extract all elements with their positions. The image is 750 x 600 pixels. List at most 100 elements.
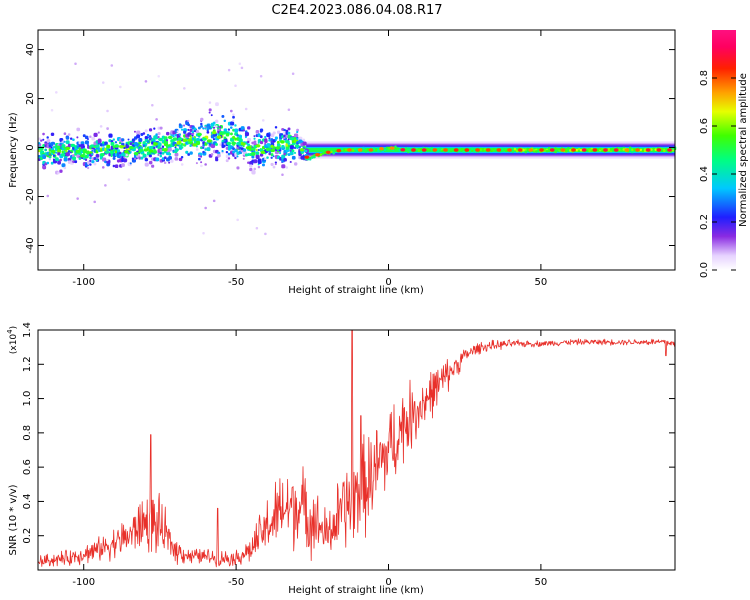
spectrogram-peak	[163, 148, 168, 152]
spectrogram-cell	[240, 66, 244, 70]
spectrogram-peak	[65, 146, 71, 151]
spectrogram-cell	[195, 140, 201, 146]
spectrogram-cell	[146, 140, 150, 144]
spectrogram-cell	[419, 150, 423, 154]
spectrogram-cell	[564, 148, 568, 151]
spectrogram-cell	[415, 148, 419, 152]
spectrogram-cell	[274, 163, 277, 166]
spectrogram-cell	[276, 140, 280, 144]
spectrogram-cell	[198, 154, 201, 157]
spectrogram-cell	[270, 141, 273, 144]
spectrogram-cell	[63, 157, 68, 162]
spectrogram-cell	[511, 150, 515, 153]
spectrogram-cell	[180, 143, 184, 146]
spectrogram-cell	[106, 127, 109, 130]
spectrogram-panel: -100 -50 0 50 -40 -20 0 20 40 Height of straigh…	[8, 29, 677, 296]
spectrogram-cell	[249, 167, 253, 172]
spectrogram-cell	[110, 141, 115, 146]
spectrogram-cell	[296, 131, 299, 134]
spectrogram-cell	[93, 162, 97, 166]
spectrogram-cell	[106, 147, 109, 151]
spectrogram-peak	[192, 143, 198, 147]
spectrogram-cell	[217, 127, 220, 130]
spectrogram-cell	[212, 121, 216, 125]
spectrogram-peak	[421, 148, 427, 152]
spectrogram-cell	[204, 148, 207, 151]
spectrogram-cell	[50, 132, 55, 137]
spectrogram-cell	[125, 143, 128, 146]
spectrogram-cell	[151, 104, 154, 107]
spectrogram-cell	[364, 149, 367, 152]
spectrogram-cell	[291, 72, 295, 76]
spectrogram-cell	[255, 227, 259, 230]
spectrogram-cell	[311, 156, 314, 159]
spectrogram-peak	[216, 135, 222, 139]
spectrogram-cell	[178, 157, 183, 162]
spectrogram-cell	[244, 107, 248, 111]
spectrogram-peak	[182, 138, 188, 142]
spectrogram-cell	[142, 132, 146, 135]
spectrogram-cell	[63, 150, 66, 153]
spectrogram-cell	[251, 170, 256, 175]
spectrogram-peak	[411, 148, 416, 152]
spectrogram-cell	[247, 143, 251, 147]
spectrogram-cell	[172, 150, 175, 153]
spectrogram-peak	[177, 137, 183, 141]
spectrogram-cell	[257, 134, 261, 138]
spectrogram-cell	[215, 158, 219, 162]
spectrogram-cell	[500, 149, 504, 153]
spectrogram-cell	[163, 156, 167, 160]
spectrogram-cell	[50, 109, 54, 112]
spectrogram-cell	[436, 149, 440, 153]
spectrogram-peak	[104, 150, 110, 154]
spectrogram-cell	[84, 140, 89, 145]
spectrogram-cell	[168, 155, 172, 160]
spectrogram-cell	[102, 141, 105, 144]
spectrogram-cell	[259, 135, 263, 139]
spectrogram-cell	[240, 149, 244, 153]
spectrogram-cell	[153, 127, 156, 130]
spectrogram-x-tick-label: 50	[535, 277, 548, 288]
spectrogram-cell	[244, 136, 247, 139]
spectrogram-cell	[48, 155, 52, 159]
snr-x-tick-label: 0	[385, 577, 391, 588]
spectrogram-cell	[537, 149, 540, 153]
spectrogram-cell	[148, 154, 152, 158]
spectrogram-cell	[296, 128, 299, 132]
spectrogram-cell	[281, 164, 286, 169]
spectrogram-cell	[38, 155, 41, 158]
figure-title: C2E4.2023.086.04.08.R17	[271, 3, 442, 18]
spectrogram-cell	[377, 147, 380, 150]
spectrogram-cell	[80, 151, 83, 154]
spectrogram-cell	[153, 146, 156, 150]
spectrogram-cell	[123, 156, 126, 159]
spectrogram-cell	[144, 129, 148, 133]
spectrogram-cell	[63, 146, 66, 149]
spectrogram-cell	[166, 139, 169, 142]
spectrogram-peak	[315, 153, 320, 157]
spectrogram-cell	[671, 149, 675, 152]
colorbar-tick-label: 0.6	[699, 118, 710, 134]
spectrogram-cell	[59, 148, 62, 151]
spectrogram-cell	[281, 145, 285, 149]
spectrogram-peak	[368, 148, 374, 152]
spectrogram-cell	[255, 151, 260, 155]
spectrogram-cell	[104, 160, 107, 164]
spectrogram-cell	[264, 139, 268, 143]
spectrogram-cell	[46, 194, 50, 198]
spectrogram-peak	[336, 148, 342, 153]
spectrogram-cell	[234, 128, 239, 133]
colorbar-tick-label: 0.2	[699, 214, 710, 230]
spectrogram-y-tick-label: -40	[25, 237, 36, 253]
spectrogram-cell	[586, 149, 589, 152]
spectrogram-peak	[357, 148, 363, 152]
spectrogram-cell	[82, 145, 85, 148]
spectrogram-cell	[204, 127, 207, 130]
spectrogram-cell	[110, 139, 114, 143]
spectrogram-cell	[116, 149, 121, 153]
spectrogram-cell	[321, 152, 325, 156]
spectrogram-cell	[654, 148, 658, 152]
spectrogram-cell	[270, 153, 274, 157]
spectrogram-cell	[91, 149, 94, 152]
spectrogram-cell	[61, 163, 66, 168]
